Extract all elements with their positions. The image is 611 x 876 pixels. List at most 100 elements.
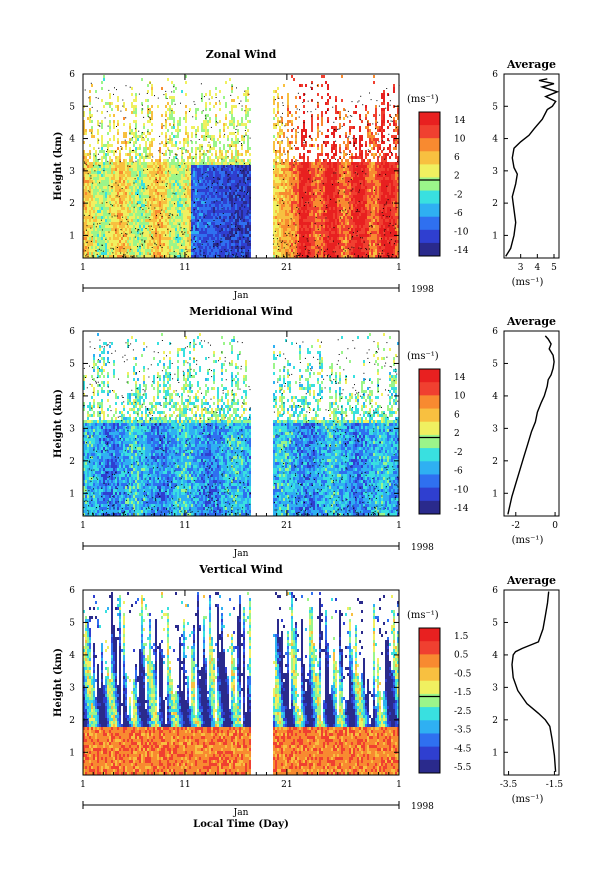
heatmap-cell: [85, 231, 87, 234]
heatmap-cell: [221, 252, 223, 255]
heatmap-cell: [185, 120, 187, 123]
heatmap-cell: [123, 246, 125, 249]
heatmap-cell: [353, 255, 355, 258]
heatmap-cell: [195, 195, 197, 198]
heatmap-cell: [101, 150, 103, 153]
heatmap-cell: [181, 150, 183, 153]
heatmap-cell: [187, 234, 189, 237]
heatmap-cell: [143, 132, 145, 135]
heatmap-cell: [229, 231, 231, 234]
heatmap-cell: [129, 171, 131, 174]
heatmap-cell: [301, 186, 303, 189]
heatmap-cell: [323, 198, 325, 201]
heatmap-cell: [183, 222, 185, 225]
heatmap-cell: [325, 225, 327, 228]
heatmap-cell: [327, 141, 329, 144]
heatmap-cell: [277, 132, 279, 135]
heatmap-cell: [183, 162, 185, 165]
heatmap-cell: [201, 204, 203, 207]
heatmap-cell: [185, 234, 187, 237]
heatmap-cell: [169, 180, 171, 183]
heatmap-cell: [197, 126, 199, 129]
heatmap-cell: [125, 186, 127, 189]
heatmap-cell: [97, 204, 99, 207]
heatmap-cell: [275, 165, 277, 168]
heatmap-cell: [167, 141, 169, 144]
heatmap-cell: [223, 237, 225, 240]
heatmap-cell: [145, 225, 147, 228]
heatmap-cell: [181, 153, 183, 156]
heatmap-cell: [287, 108, 289, 111]
heatmap-cell: [223, 147, 225, 150]
heatmap-cell: [175, 243, 177, 246]
heatmap-cell: [211, 231, 213, 234]
heatmap-cell: [163, 168, 165, 171]
heatmap-cell: [183, 207, 185, 210]
heatmap-cell: [151, 162, 153, 165]
heatmap-cell: [295, 222, 297, 225]
heatmap-cell: [187, 237, 189, 240]
heatmap-cell: [301, 252, 303, 255]
heatmap-cell: [339, 189, 341, 192]
heatmap-cell: [351, 156, 353, 159]
heatmap-cell: [129, 198, 131, 201]
heatmap-cell: [349, 186, 351, 189]
heatmap-cell: [179, 207, 181, 210]
heatmap-cell: [189, 195, 191, 198]
heatmap-cell: [249, 198, 251, 201]
heatmap-cell: [231, 165, 233, 168]
heatmap-cell: [223, 198, 225, 201]
heatmap-cell: [317, 231, 319, 234]
heatmap-cell: [181, 237, 183, 240]
heatmap-cell: [211, 204, 213, 207]
heatmap-cell: [215, 231, 217, 234]
heatmap-cell: [273, 111, 275, 114]
heatmap-cell: [193, 183, 195, 186]
heatmap-cell: [205, 177, 207, 180]
heatmap-cell: [291, 219, 293, 222]
heatmap-cell: [129, 180, 131, 183]
heatmap-cell: [231, 153, 233, 156]
heatmap-cell: [89, 150, 91, 153]
heatmap-cell: [195, 108, 197, 111]
heatmap-cell: [127, 162, 129, 165]
heatmap-cell: [333, 234, 335, 237]
heatmap-cell: [303, 126, 305, 129]
heatmap-cell: [237, 222, 239, 225]
heatmap-cell: [137, 198, 139, 201]
heatmap-cell: [233, 228, 235, 231]
heatmap-cell: [191, 213, 193, 216]
heatmap-cell: [193, 180, 195, 183]
heatmap-cell: [133, 141, 135, 144]
heatmap-cell: [103, 219, 105, 222]
heatmap-cell: [337, 180, 339, 183]
heatmap-cell: [241, 246, 243, 249]
heatmap-cell: [215, 141, 217, 144]
heatmap-cell: [343, 255, 345, 258]
heatmap-cell: [287, 102, 289, 105]
heatmap-cell: [245, 192, 247, 195]
heatmap-cell: [225, 234, 227, 237]
heatmap-cell: [89, 225, 91, 228]
heatmap-cell: [225, 156, 227, 159]
heatmap-cell: [243, 246, 245, 249]
heatmap-cell: [305, 210, 307, 213]
heatmap-cell: [229, 201, 231, 204]
heatmap-cell: [285, 180, 287, 183]
heatmap-cell: [123, 186, 125, 189]
heatmap-cell: [311, 129, 313, 132]
heatmap-cell: [297, 147, 299, 150]
heatmap-cell: [299, 222, 301, 225]
heatmap-cell: [337, 207, 339, 210]
heatmap-cell: [283, 201, 285, 204]
heatmap-cell: [209, 228, 211, 231]
heatmap-cell: [107, 144, 109, 147]
heatmap-cell: [321, 174, 323, 177]
heatmap-cell: [129, 231, 131, 234]
heatmap-cell: [233, 246, 235, 249]
heatmap-cell: [83, 195, 85, 198]
heatmap-cell: [241, 216, 243, 219]
heatmap-cell: [187, 195, 189, 198]
heatmap-cell: [173, 165, 175, 168]
heatmap-cell: [243, 216, 245, 219]
